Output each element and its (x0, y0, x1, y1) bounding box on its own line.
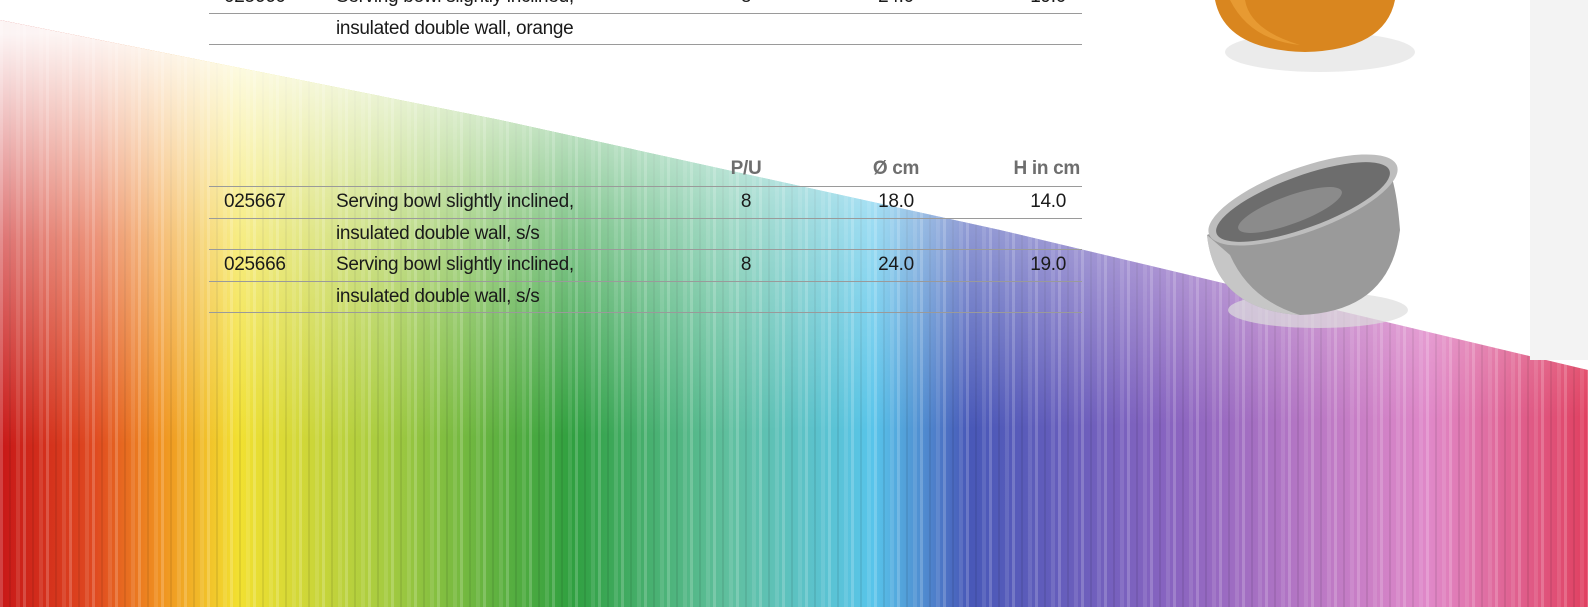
product-description: insulated double wall, orange (336, 17, 574, 39)
column-header: Ø cm (872, 158, 920, 179)
product-description: Serving bowl slightly inclined, (336, 191, 574, 212)
product-description: insulated double wall, s/s (336, 285, 540, 307)
packing-unit: 8 (740, 191, 752, 212)
packing-unit: 8 (686, 0, 806, 6)
row-divider (209, 217, 1082, 219)
diameter: 24.0 (878, 254, 914, 275)
row-divider (209, 44, 1082, 45)
product-description: insulated double wall, s/s (336, 222, 540, 244)
product-description: Serving bowl slightly inclined, (336, 0, 574, 6)
product-code: 025666 (224, 254, 286, 275)
product-code: 025667 (224, 191, 286, 212)
diameter: 24.0 (836, 0, 956, 6)
height: 19.0 (1030, 254, 1066, 275)
row-divider (209, 312, 1082, 313)
height: 14.0 (1030, 191, 1066, 212)
product-code: 025660 (224, 0, 286, 6)
row-divider (209, 280, 1082, 282)
column-header: H in cm (1013, 158, 1080, 179)
product-description: Serving bowl slightly inclined, (336, 254, 574, 275)
row-divider (209, 186, 1082, 187)
column-header: P/U (730, 158, 762, 179)
row-divider (209, 249, 1082, 250)
diameter: 18.0 (878, 191, 914, 212)
row-divider (209, 12, 1082, 14)
height: 19.0 (916, 0, 1066, 6)
packing-unit: 8 (740, 254, 752, 275)
